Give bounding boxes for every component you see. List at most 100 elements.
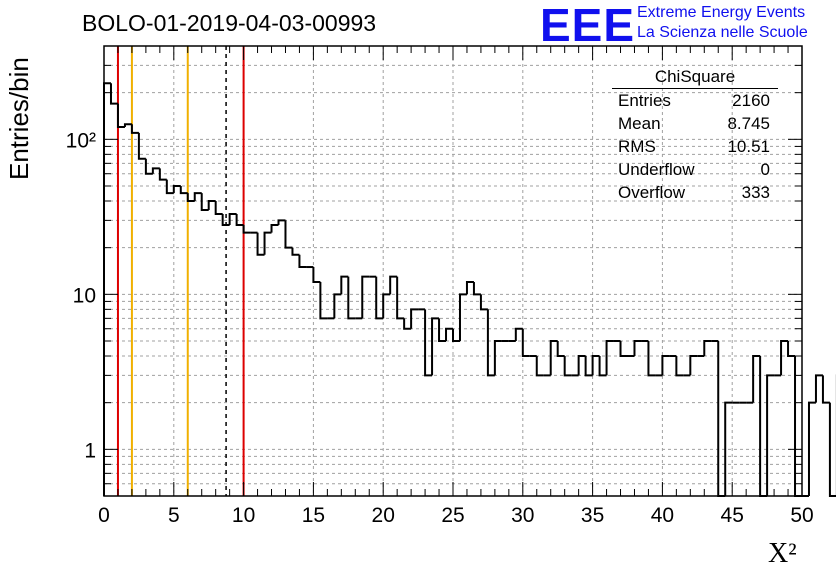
histogram-bin (396, 276, 405, 320)
histogram-bin (605, 339, 614, 376)
histogram-bin (424, 309, 433, 377)
histogram-bin (563, 356, 572, 377)
histogram-bin (291, 247, 300, 256)
x-tick-label: 40 (651, 504, 674, 527)
y-axis-ticks: 1 10 10² (66, 45, 802, 497)
histogram-bin (458, 293, 467, 341)
histogram-bin (130, 124, 139, 134)
x-tick-label: 45 (721, 504, 744, 527)
histogram-bin (556, 340, 565, 358)
histogram-bin (549, 339, 558, 376)
histogram-bin (661, 355, 670, 376)
x-tick-label: 10 (232, 504, 255, 527)
x-tick-label: 20 (372, 504, 395, 527)
histogram-bin (242, 225, 251, 234)
histogram-bin (103, 82, 111, 496)
grid (104, 46, 802, 496)
reference-lines (116, 46, 245, 496)
eee-logo: EEE (540, 0, 636, 51)
histogram-bin (438, 318, 447, 342)
histogram-bin (759, 356, 768, 497)
stats-row-rms: RMS 10.51 (612, 135, 778, 158)
histogram-bin (207, 200, 216, 210)
histogram-bin (445, 327, 453, 341)
histogram-bin (109, 83, 118, 105)
x-tick-label: 15 (302, 504, 325, 527)
histogram-bin (235, 213, 244, 227)
histogram-bin (814, 374, 823, 403)
x-axis-label: X² (768, 538, 797, 569)
x-tick-label: 50 (790, 504, 813, 527)
histogram-bin (284, 220, 293, 249)
histogram-bin (766, 374, 775, 496)
stats-title: ChiSquare (612, 66, 778, 89)
histogram-bin (172, 184, 181, 194)
histogram-bin (514, 327, 523, 341)
y-tick-label: 10 (73, 284, 96, 307)
histogram-bin (780, 339, 789, 376)
histogram-bin (828, 402, 836, 497)
histogram-bin (479, 294, 488, 311)
stats-row-entries: Entries 2160 (612, 89, 778, 112)
histogram-bin (214, 201, 223, 215)
stats-box: ChiSquare Entries 2160 Mean 8.745 RMS 10.51… (612, 66, 778, 204)
histogram-bin (256, 232, 265, 256)
histogram-bin (228, 212, 237, 226)
histogram-bin (340, 275, 349, 295)
stats-value: 333 (741, 183, 770, 202)
stats-label: Underflow (618, 160, 695, 179)
histogram-bin (312, 267, 321, 284)
histogram-bin (403, 318, 412, 330)
histogram-bin (137, 132, 146, 160)
histogram-bin (598, 356, 607, 377)
x-tick-label: 30 (511, 504, 534, 527)
histogram-bin (675, 356, 684, 377)
histogram-bin (375, 276, 384, 320)
stats-label: Entries (618, 91, 671, 110)
histogram-bin (591, 355, 600, 376)
histogram-bin (493, 339, 502, 376)
histogram-bin (193, 192, 202, 202)
histogram-bin (298, 254, 307, 269)
x-axis-ticks: 0 5 10 15 20 25 30 35 40 45 50 (98, 46, 814, 527)
histogram-bin (577, 355, 586, 376)
x-tick-label: 25 (441, 504, 464, 527)
histogram-bin (123, 123, 132, 128)
histogram-bin (472, 282, 481, 296)
x-tick-label: 5 (168, 504, 180, 527)
stats-label: Overflow (618, 183, 686, 202)
histogram-bin (144, 158, 153, 175)
histogram-bin (151, 167, 160, 174)
histogram-bin (703, 339, 712, 357)
histogram-bin (465, 281, 474, 295)
stats-row-mean: Mean 8.745 (612, 112, 778, 135)
histogram-bin (361, 275, 370, 319)
histogram-bin (431, 317, 440, 376)
histogram-bin (116, 103, 125, 129)
x-tick-label: 0 (98, 504, 110, 527)
x-tick-label: 35 (581, 504, 604, 527)
histogram-bin (200, 193, 209, 211)
stats-value: 2160 (732, 91, 770, 110)
histogram-bin (333, 293, 342, 319)
histogram-bin (807, 401, 816, 496)
histogram-bin (724, 401, 733, 496)
histogram-bin (347, 276, 356, 320)
stats-value: 10.51 (727, 137, 770, 156)
histogram-bin (647, 340, 656, 377)
histogram-bin (158, 168, 167, 181)
histogram-bin (319, 282, 328, 320)
histogram-bin (633, 339, 642, 357)
histogram-bin (717, 340, 726, 497)
histogram-bin (689, 355, 698, 376)
histogram-bin (794, 356, 802, 497)
histogram-bin (486, 309, 495, 377)
histogram-bin (619, 340, 628, 358)
histogram-bin (165, 179, 174, 195)
histogram-bin (389, 275, 398, 295)
logo-subtitle-line1: Extreme Energy Events (637, 4, 806, 21)
histogram-bin (521, 328, 530, 358)
stats-label: RMS (618, 137, 656, 156)
stats-value: 8.745 (727, 114, 770, 133)
